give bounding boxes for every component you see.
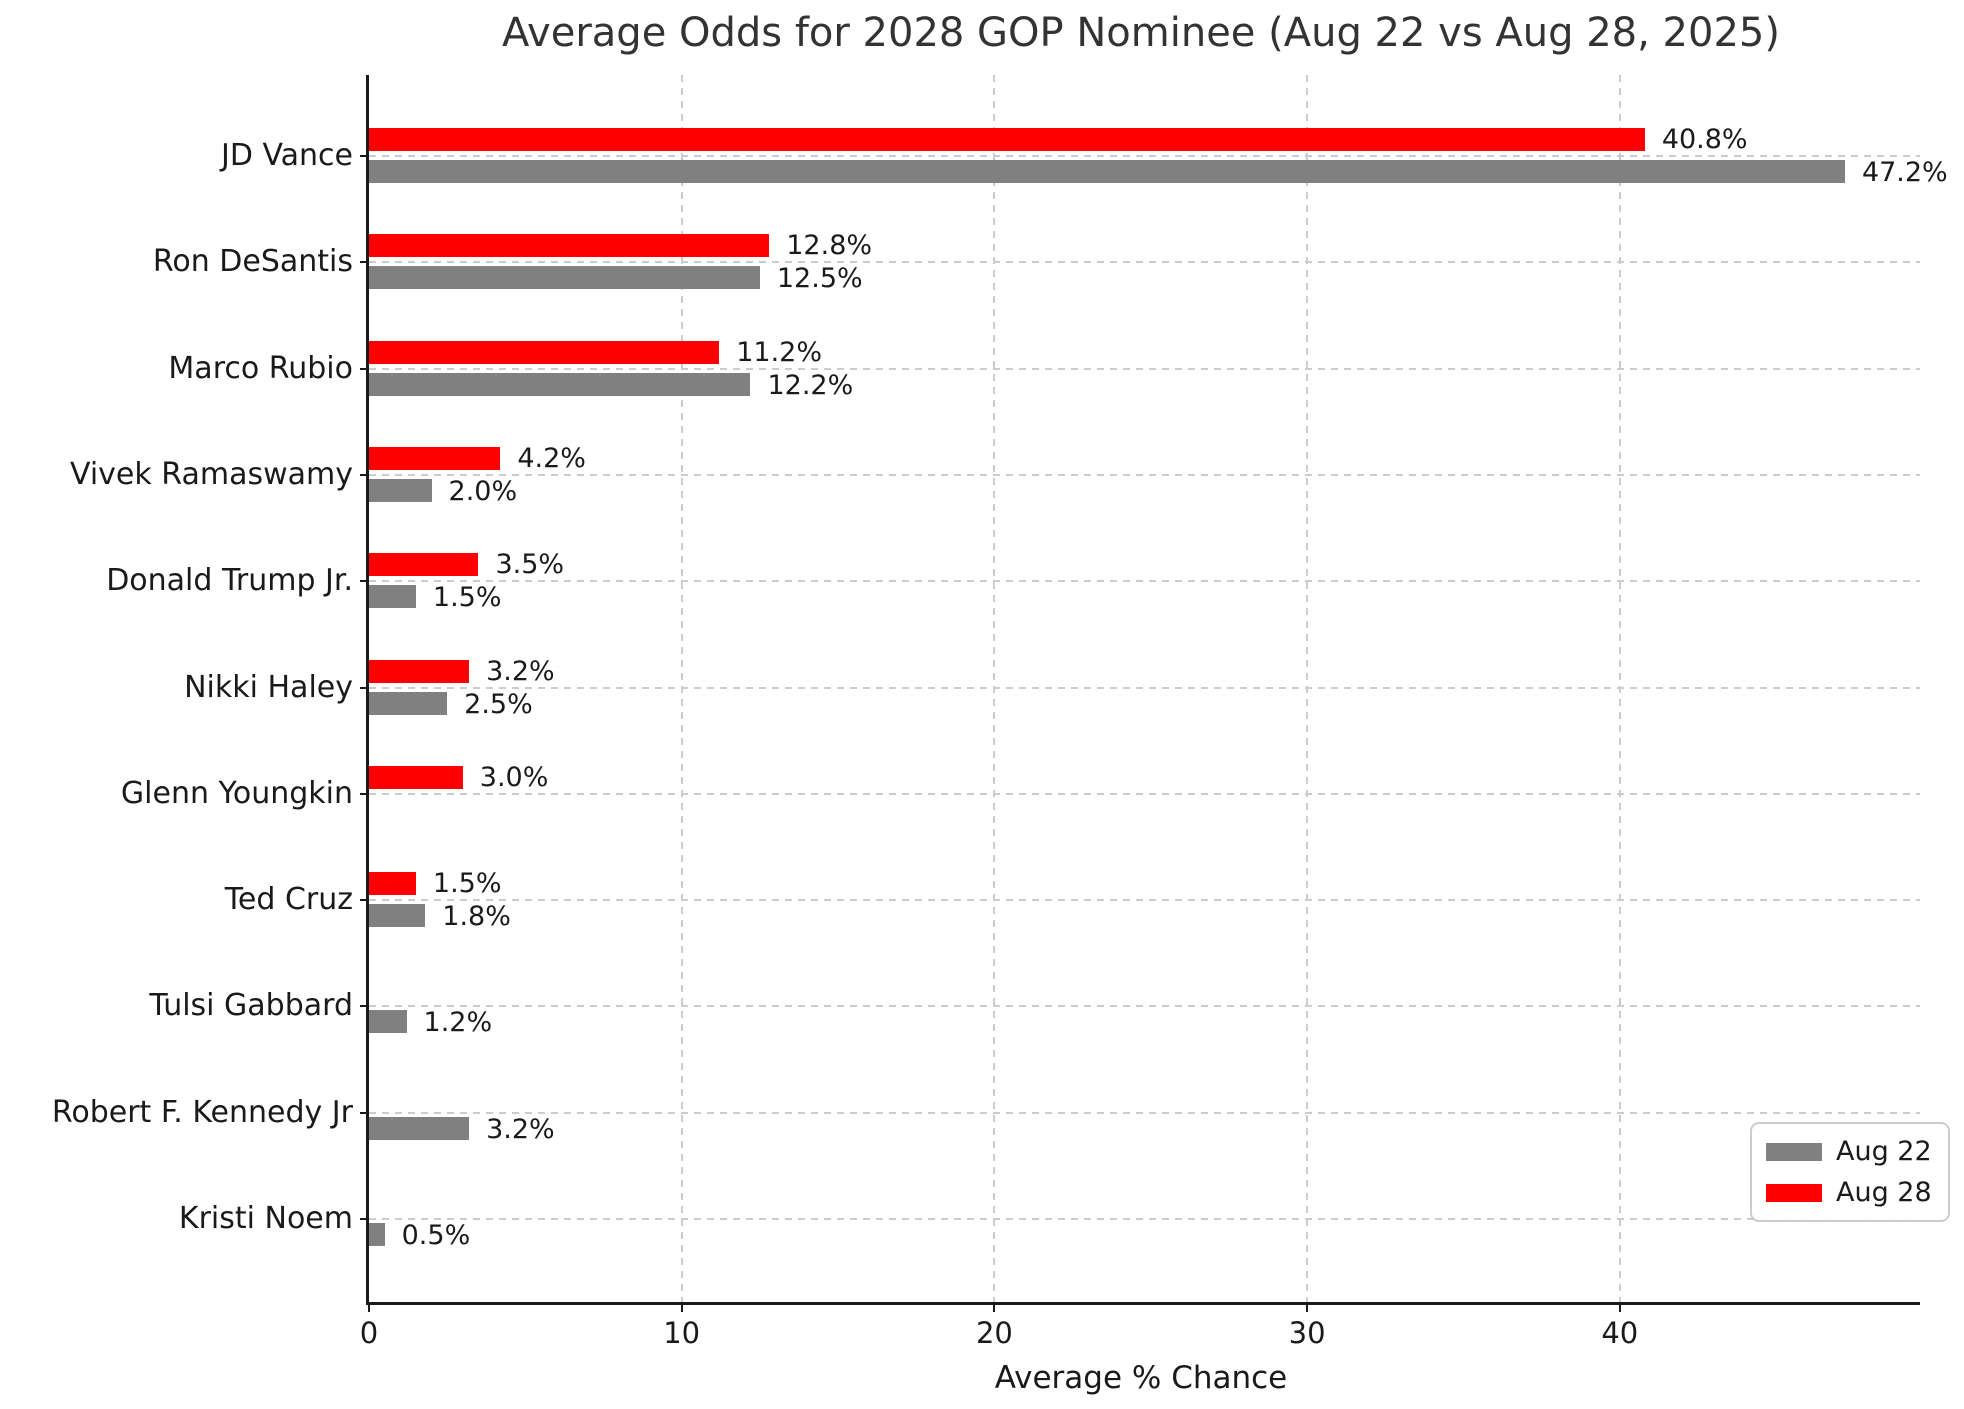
category-label-ron-desantis: Ron DeSantis <box>152 244 353 280</box>
y-tick-mark <box>360 1111 369 1114</box>
bar-value-aug22-jd-vance: 47.2% <box>1861 157 1948 188</box>
y-gridline <box>369 261 1920 264</box>
category-label-donald-trump-jr: Donald Trump Jr. <box>106 563 353 599</box>
bar-value-aug22-marco-rubio: 12.2% <box>767 369 854 401</box>
bar-aug22-nikki-haley <box>369 691 448 715</box>
y-gridline <box>369 155 1920 157</box>
bar-aug28-jd-vance <box>369 128 1645 151</box>
x-tick-mark <box>1306 1302 1309 1312</box>
x-tick-label: 10 <box>663 1316 701 1350</box>
bar-value-aug28-marco-rubio: 11.2% <box>736 336 822 368</box>
x-tick-mark <box>680 1302 683 1312</box>
bar-aug22-ron-desantis <box>369 266 760 290</box>
bar-value-aug22-robert-f-kennedy-jr: 3.2% <box>486 1113 555 1145</box>
bar-aug28-donald-trump-jr <box>369 553 479 577</box>
category-label-marco-rubio: Marco Rubio <box>168 350 353 386</box>
bar-value-aug22-kristi-noem: 0.5% <box>401 1220 471 1251</box>
bar-aug28-vivek-ramaswamy <box>369 446 501 470</box>
bar-aug22-ted-cruz <box>369 904 426 928</box>
y-tick-mark <box>360 580 369 583</box>
bar-aug22-robert-f-kennedy-jr <box>369 1116 470 1140</box>
y-gridline <box>369 1111 1920 1114</box>
y-tick-mark <box>360 155 369 157</box>
category-label-tulsi-gabbard: Tulsi Gabbard <box>149 988 353 1024</box>
y-gridline <box>369 686 1920 689</box>
legend-row-aug22: Aug 22 <box>1766 1136 1934 1167</box>
y-gridline <box>369 473 1920 476</box>
bar-aug22-kristi-noem <box>369 1223 385 1246</box>
y-gridline <box>369 367 1920 370</box>
y-tick-mark <box>360 1218 369 1220</box>
x-tick-label: 40 <box>1601 1316 1639 1350</box>
y-tick-mark <box>360 899 369 902</box>
bar-value-aug28-jd-vance: 40.8% <box>1661 124 1748 155</box>
bar-value-aug22-tulsi-gabbard: 1.2% <box>423 1007 493 1039</box>
bar-value-aug22-vivek-ramaswamy: 2.0% <box>448 475 518 507</box>
legend-swatch-aug22 <box>1766 1142 1822 1161</box>
y-tick-mark <box>360 792 369 795</box>
y-tick-mark <box>360 686 369 689</box>
bar-value-aug28-ron-desantis: 12.8% <box>786 230 873 262</box>
bar-aug28-ron-desantis <box>369 234 770 258</box>
bar-aug28-ted-cruz <box>369 872 416 896</box>
x-tick-label: 30 <box>1288 1316 1326 1350</box>
legend-label-aug22: Aug 22 <box>1836 1136 1932 1167</box>
category-label-ted-cruz: Ted Cruz <box>224 882 353 918</box>
plot-area: 0 10 20 30 40 JD Vance 40.8% 47.2% Ron DeSantis 1… <box>52 75 1948 1350</box>
bar-value-aug28-vivek-ramaswamy: 4.2% <box>517 442 586 474</box>
category-label-glenn-youngkin: Glenn Youngkin <box>120 775 353 811</box>
legend-label-aug28: Aug 28 <box>1836 1177 1932 1208</box>
x-tick-label: 20 <box>975 1316 1013 1350</box>
legend-swatch-aug28 <box>1766 1183 1822 1202</box>
y-gridline <box>369 899 1920 902</box>
category-label-robert-f-kennedy-jr: Robert F. Kennedy Jr <box>51 1094 353 1130</box>
bar-value-aug28-ted-cruz: 1.5% <box>432 868 502 900</box>
y-tick-mark <box>360 261 369 264</box>
bar-value-aug28-glenn-youngkin: 3.0% <box>479 761 549 793</box>
bar-value-aug22-ron-desantis: 12.5% <box>776 263 863 295</box>
y-gridline <box>369 792 1920 795</box>
y-tick-mark <box>360 1005 369 1008</box>
x-gridline <box>1306 75 1309 1302</box>
y-gridline <box>369 1005 1920 1008</box>
x-gridline <box>993 75 996 1302</box>
bar-aug22-vivek-ramaswamy <box>369 478 432 502</box>
bar-aug22-donald-trump-jr <box>369 585 416 609</box>
chart-title: Average Odds for 2028 GOP Nominee (Aug 2… <box>502 10 1780 56</box>
bar-aug28-nikki-haley <box>369 659 470 683</box>
bar-aug22-tulsi-gabbard <box>369 1010 407 1034</box>
bar-value-aug22-ted-cruz: 1.8% <box>442 901 511 933</box>
category-label-kristi-noem: Kristi Noem <box>178 1201 353 1236</box>
x-tick-label: 0 <box>359 1316 379 1350</box>
legend: Aug 22 Aug 28 <box>1750 1122 1950 1222</box>
category-label-nikki-haley: Nikki Haley <box>184 669 353 705</box>
legend-row-aug28: Aug 28 <box>1766 1177 1934 1208</box>
y-gridline <box>369 580 1920 583</box>
bar-aug28-marco-rubio <box>369 340 720 364</box>
bar-value-aug22-donald-trump-jr: 1.5% <box>432 582 502 614</box>
bar-aug28-glenn-youngkin <box>369 765 463 789</box>
x-axis-label: Average % Chance <box>994 1360 1288 1396</box>
bar-aug22-jd-vance <box>369 160 1845 183</box>
bar-aug22-marco-rubio <box>369 372 751 396</box>
x-tick-mark <box>993 1302 996 1312</box>
x-tick-mark <box>368 1302 370 1312</box>
bar-value-aug28-donald-trump-jr: 3.5% <box>495 549 565 581</box>
x-tick-mark <box>1618 1302 1621 1312</box>
y-tick-mark <box>360 473 369 476</box>
category-label-vivek-ramaswamy: Vivek Ramaswamy <box>69 456 353 492</box>
y-tick-mark <box>360 367 369 370</box>
bar-value-aug22-nikki-haley: 2.5% <box>464 688 533 720</box>
x-gridline <box>1618 75 1621 1302</box>
bar-value-aug28-nikki-haley: 3.2% <box>486 655 555 687</box>
category-label-jd-vance: JD Vance <box>220 138 353 173</box>
x-gridline <box>680 75 683 1302</box>
y-gridline <box>369 1218 1920 1220</box>
